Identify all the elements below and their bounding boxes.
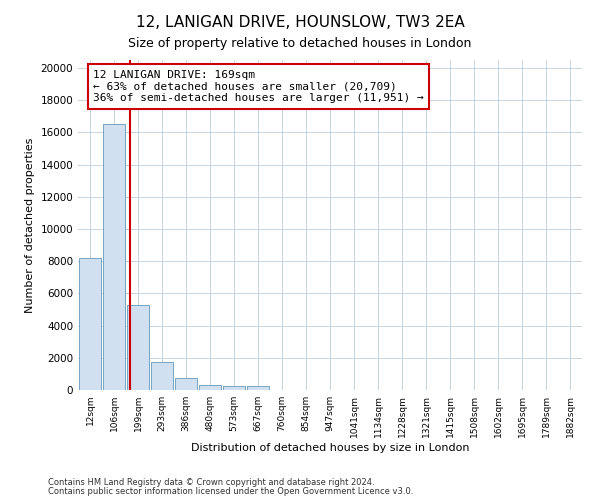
Bar — [223, 386, 245, 390]
Bar — [175, 378, 197, 390]
Text: Size of property relative to detached houses in London: Size of property relative to detached ho… — [128, 38, 472, 51]
Bar — [127, 304, 149, 390]
Bar — [247, 386, 269, 390]
Bar — [151, 362, 173, 390]
Y-axis label: Number of detached properties: Number of detached properties — [25, 138, 35, 312]
Bar — [79, 258, 101, 390]
Text: Contains HM Land Registry data © Crown copyright and database right 2024.: Contains HM Land Registry data © Crown c… — [48, 478, 374, 487]
Text: 12 LANIGAN DRIVE: 169sqm
← 63% of detached houses are smaller (20,709)
36% of se: 12 LANIGAN DRIVE: 169sqm ← 63% of detach… — [93, 70, 424, 103]
Text: Contains public sector information licensed under the Open Government Licence v3: Contains public sector information licen… — [48, 487, 413, 496]
X-axis label: Distribution of detached houses by size in London: Distribution of detached houses by size … — [191, 442, 469, 452]
Bar — [199, 385, 221, 390]
Text: 12, LANIGAN DRIVE, HOUNSLOW, TW3 2EA: 12, LANIGAN DRIVE, HOUNSLOW, TW3 2EA — [136, 15, 464, 30]
Bar — [103, 124, 125, 390]
